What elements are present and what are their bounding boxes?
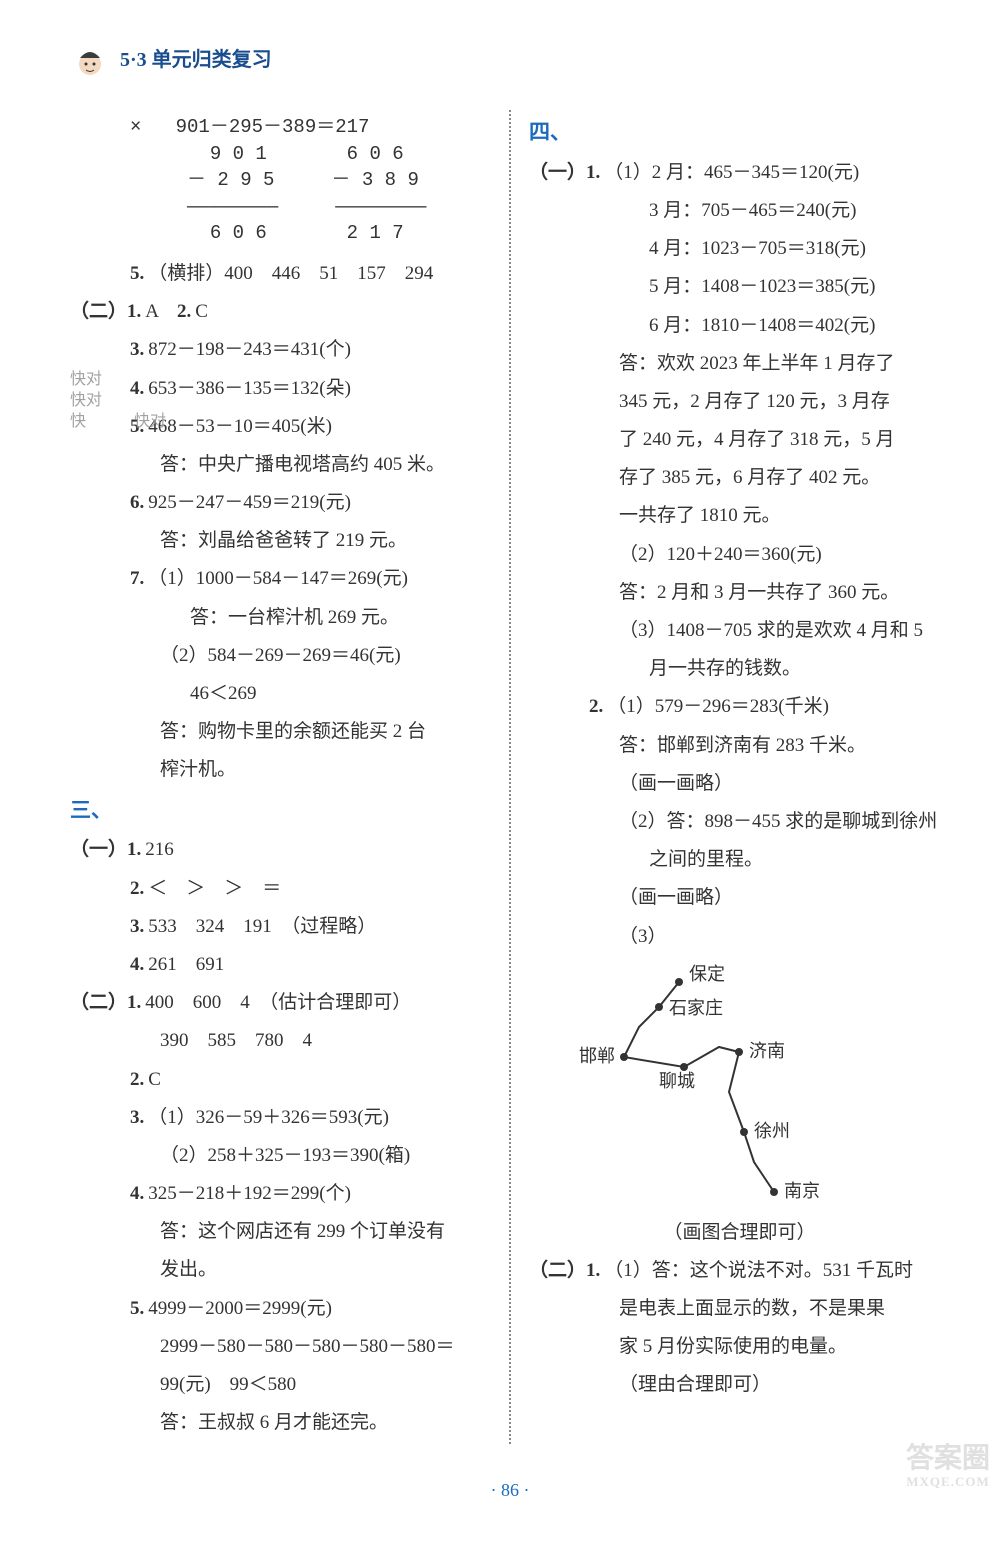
s4-1-q2f: （画一画略） bbox=[529, 881, 950, 915]
s3-2-3a: 3.（1）326－59＋326＝593(元) bbox=[70, 1101, 491, 1135]
section-3: 三、 bbox=[70, 792, 491, 830]
answer-6: 答：刘晶给爸爸转了 219 元。 bbox=[70, 524, 491, 558]
svg-text:济南: 济南 bbox=[749, 1041, 785, 1061]
svg-text:石家庄: 石家庄 bbox=[669, 998, 723, 1018]
s3-1-3: 3.533 324 191 （过程略） bbox=[70, 910, 491, 944]
s3-2-4b: 答：这个网店还有 299 个订单没有 bbox=[70, 1215, 491, 1249]
s3-1-2: 2.＜ ＞ ＞ ＝ bbox=[70, 872, 491, 906]
svg-text:南京: 南京 bbox=[784, 1181, 820, 1201]
answer-7-2a: 答：购物卡里的余额还能买 2 台 bbox=[70, 715, 491, 749]
s4-2-1b: 是电表上面显示的数，不是果果 bbox=[529, 1292, 950, 1326]
s3-2-5c: 99(元) 99＜580 bbox=[70, 1368, 491, 1402]
s3-1-4: 4.261 691 bbox=[70, 948, 491, 982]
map-note: （画图合理即可） bbox=[529, 1216, 950, 1250]
page-header: 5·3 单元归类复习 bbox=[70, 40, 950, 80]
watermark-overlay: 快对 快对 快 快对 bbox=[70, 370, 166, 432]
s4-1-1j: 一共存了 1810 元。 bbox=[529, 499, 950, 533]
s4-1-q2e: 之间的里程。 bbox=[529, 843, 950, 877]
s4-1-1f: 答：欢欢 2023 年上半年 1 月存了 bbox=[529, 347, 950, 381]
content-columns: × 901－295－389＝217 9 0 1 6 0 6 － 2 9 5 － … bbox=[70, 110, 950, 1444]
s4-1-1e: 6 月：1810－1408＝402(元) bbox=[529, 309, 950, 343]
answer-7-2b: 榨汁机。 bbox=[70, 753, 491, 787]
vertical-calculation: × 901－295－389＝217 9 0 1 6 0 6 － 2 9 5 － … bbox=[130, 114, 491, 247]
s3-2-5b: 2999－580－580－580－580－580＝ bbox=[70, 1330, 491, 1364]
item-6: 6.925－247－459＝219(元) bbox=[70, 486, 491, 520]
svg-text:邯郸: 邯郸 bbox=[579, 1046, 615, 1066]
s3-2-4a: 4.325－218＋192＝299(个) bbox=[70, 1177, 491, 1211]
left-column: × 901－295－389＝217 9 0 1 6 0 6 － 2 9 5 － … bbox=[70, 110, 506, 1444]
s4-2-1c: 家 5 月份实际使用的电量。 bbox=[529, 1330, 950, 1364]
s4-1-1b: 3 月：705－465＝240(元) bbox=[529, 194, 950, 228]
s3-2-5d: 答：王叔叔 6 月才能还完。 bbox=[70, 1406, 491, 1440]
s3-2-3b: （2）258＋325－193＝390(箱) bbox=[70, 1139, 491, 1173]
s4-1-3a: （3）1408－705 求的是欢欢 4 月和 5 bbox=[529, 614, 950, 648]
s4-1-q2c: （画一画略） bbox=[529, 767, 950, 801]
item-7-2: （2）584－269－269＝46(元) bbox=[70, 639, 491, 673]
s3-2-2: 2.C bbox=[70, 1063, 491, 1097]
right-column: 四、 （一）1.（1）2 月：465－345＝120(元) 3 月：705－46… bbox=[514, 110, 950, 1444]
page-number: · 86 · bbox=[70, 1474, 950, 1506]
mascot-icon bbox=[70, 40, 110, 80]
s4-1-2b: 答：2 月和 3 月一共存了 360 元。 bbox=[529, 576, 950, 610]
section-4: 四、 bbox=[529, 114, 950, 152]
s4-1-1g: 345 元，2 月存了 120 元，3 月存 bbox=[529, 385, 950, 419]
s3-2-1b: 390 585 780 4 bbox=[70, 1024, 491, 1058]
svg-text:聊城: 聊城 bbox=[659, 1071, 695, 1091]
sub-4-2: （二）1.（1）答：这个说法不对。531 千瓦时 bbox=[529, 1254, 950, 1288]
s4-2-1d: （理由合理即可） bbox=[529, 1368, 950, 1402]
sub-3-1: （一）1.216 bbox=[70, 833, 491, 867]
sub-2: （二）1.A 2.C bbox=[70, 295, 491, 329]
s4-1-1c: 4 月：1023－705＝318(元) bbox=[529, 232, 950, 266]
s4-1-1h: 了 240 元，4 月存了 318 元，5 月 bbox=[529, 423, 950, 457]
s4-1-q2d: （2）答：898－455 求的是聊城到徐州 bbox=[529, 805, 950, 839]
item-5: 5.（横排）400 446 51 157 294 bbox=[70, 257, 491, 291]
s3-2-5a: 5.4999－2000＝2999(元) bbox=[70, 1292, 491, 1326]
s4-1-q3: （3） bbox=[529, 920, 950, 954]
svg-text:保定: 保定 bbox=[689, 964, 725, 984]
svg-text:徐州: 徐州 bbox=[754, 1121, 790, 1141]
s4-1-1i: 存了 385 元，6 月存了 402 元。 bbox=[529, 461, 950, 495]
s4-1-2a: （2）120＋240＝360(元) bbox=[529, 538, 950, 572]
s4-1-q2: 2.（1）579－296＝283(千米) bbox=[529, 690, 950, 724]
watermark-bottom-right: 答案圈 MXQE.COM bbox=[906, 1444, 990, 1489]
answer-7-1: 答：一台榨汁机 269 元。 bbox=[70, 601, 491, 635]
column-divider bbox=[509, 110, 511, 1444]
s4-1-1d: 5 月：1408－1023＝385(元) bbox=[529, 270, 950, 304]
item-7-2b: 46＜269 bbox=[70, 677, 491, 711]
s4-1-q2b: 答：邯郸到济南有 283 千米。 bbox=[529, 729, 950, 763]
header-title: 5·3 单元归类复习 bbox=[120, 42, 272, 78]
route-map: 保定石家庄邯郸聊城 济南徐州南京 bbox=[569, 962, 869, 1212]
sub-4-1: （一）1.（1）2 月：465－345＝120(元) bbox=[529, 156, 950, 190]
answer-5: 答：中央广播电视塔高约 405 米。 bbox=[70, 448, 491, 482]
s3-2-4c: 发出。 bbox=[70, 1253, 491, 1287]
s4-1-3b: 月一共存的钱数。 bbox=[529, 652, 950, 686]
item-7-1: 7.（1）1000－584－147＝269(元) bbox=[70, 562, 491, 596]
sub-3-2: （二）1.400 600 4 （估计合理即可） bbox=[70, 986, 491, 1020]
item-3: 3.872－198－243＝431(个) bbox=[70, 333, 491, 367]
